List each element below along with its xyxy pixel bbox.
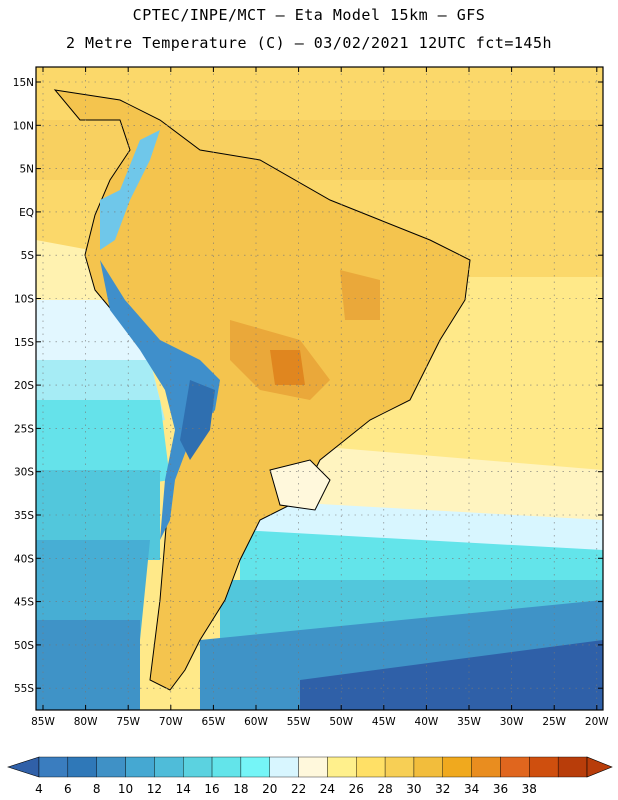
lat-tick-label: 20S — [14, 380, 34, 392]
colorbar: 4 6 8 10 12 14 16 18 20 22 24 26 28 30 32 34 36 38 — [7, 756, 613, 796]
colorbar-swatch — [557, 756, 588, 778]
colorbar-swatch — [298, 756, 328, 778]
longitude-axis: 85W 80W 75W 70W 65W 60W 55W 50W 45W 40W 35W 30W 25W 2… — [31, 67, 609, 728]
lon-tick-label: 25W — [542, 716, 566, 728]
lon-tick-label: 30W — [500, 716, 524, 728]
colorbar-label: 8 — [93, 782, 101, 796]
colorbar-swatch — [327, 756, 357, 778]
lon-tick-label: 35W — [457, 716, 481, 728]
colorbar-swatch — [356, 756, 386, 778]
lon-tick-label: 75W — [116, 716, 140, 728]
colorbar-label: 24 — [320, 782, 335, 796]
lat-tick-label: 50S — [14, 640, 34, 652]
colorbar-swatch — [269, 756, 299, 778]
colorbar-swatch — [96, 756, 126, 778]
colorbar-label: 14 — [176, 782, 191, 796]
colorbar-label: 12 — [147, 782, 162, 796]
colorbar-swatch — [183, 756, 213, 778]
lat-tick-label: 40S — [14, 553, 34, 565]
colorbar-swatch — [240, 756, 270, 778]
colorbar-label: 18 — [233, 782, 248, 796]
colorbar-label: 34 — [464, 782, 479, 796]
lon-tick-label: 40W — [415, 716, 439, 728]
lat-tick-label: 35S — [14, 510, 34, 522]
colorbar-label: 30 — [406, 782, 421, 796]
lat-tick-label: 15N — [13, 77, 34, 89]
colorbar-label: 36 — [493, 782, 508, 796]
lat-tick-label: 10S — [14, 294, 34, 306]
lon-tick-label: 55W — [287, 716, 311, 728]
map-frame — [35, 66, 604, 711]
lon-tick-label: 60W — [244, 716, 268, 728]
colorbar-swatch — [529, 756, 559, 778]
colorbar-label: 16 — [204, 782, 219, 796]
lon-tick-label: 70W — [159, 716, 183, 728]
colorbar-label: 6 — [64, 782, 72, 796]
latitude-axis: 15N 10N 5N EQ 5S 10S 15S 20S 25S 30S 35S 40S 45S 50S 5… — [13, 77, 603, 695]
lat-tick-label: 55S — [14, 683, 34, 695]
colorbar-swatch — [125, 756, 155, 778]
colorbar-swatch — [38, 756, 69, 778]
colorbar-swatch — [154, 756, 184, 778]
lat-tick-label: 25S — [14, 423, 34, 435]
lon-tick-label: 65W — [202, 716, 226, 728]
lat-tick-label: 45S — [14, 597, 34, 609]
colorbar-swatch — [211, 756, 242, 778]
lon-tick-label: 20W — [585, 716, 609, 728]
colorbar-swatch — [500, 756, 530, 778]
lon-tick-label: 45W — [372, 716, 396, 728]
colorbar-swatch — [413, 756, 443, 778]
colorbar-swatch — [384, 756, 415, 778]
colorbar-high-arrow — [586, 756, 613, 778]
temperature-field — [36, 67, 603, 710]
colorbar-label: 38 — [522, 782, 537, 796]
colorbar-label: 28 — [377, 782, 392, 796]
title-model: CPTEC/INPE/MCT – Eta Model 15km – GFS — [132, 6, 486, 24]
colorbar-label: 26 — [349, 782, 364, 796]
colorbar-label: 32 — [435, 782, 450, 796]
lat-tick-label: 5S — [21, 250, 35, 262]
lon-tick-label: 50W — [329, 716, 353, 728]
colorbar-label: 20 — [262, 782, 277, 796]
lat-tick-label: 15S — [14, 337, 34, 349]
colorbar-label: 10 — [118, 782, 133, 796]
colorbar-swatch — [67, 756, 97, 778]
colorbar-low-arrow — [7, 756, 40, 778]
colorbar-label: 22 — [291, 782, 306, 796]
colorbar-swatch — [442, 756, 472, 778]
lat-tick-label: 30S — [14, 467, 34, 479]
lon-tick-label: 85W — [31, 716, 55, 728]
lat-tick-label: EQ — [19, 207, 34, 219]
colorbar-swatch — [471, 756, 501, 778]
colorbar-label: 4 — [35, 782, 43, 796]
title-field: 2 Metre Temperature (C) – 03/02/2021 12U… — [65, 34, 553, 52]
lat-tick-label: 10N — [13, 120, 34, 132]
lat-tick-label: 5N — [19, 164, 34, 176]
lon-tick-label: 80W — [74, 716, 98, 728]
